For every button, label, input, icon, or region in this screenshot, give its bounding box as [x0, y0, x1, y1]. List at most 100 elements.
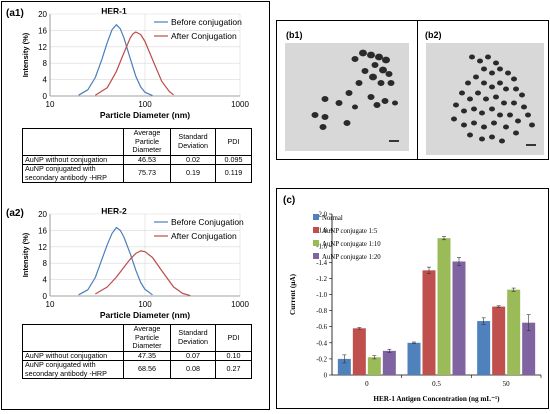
nanoparticle — [515, 118, 521, 124]
table-header-row: Average Particle Diameter Standard Devia… — [22, 128, 252, 156]
nanoparticle — [351, 56, 359, 62]
y-axis-label: Intensity (%) — [21, 232, 30, 277]
nanoparticle — [481, 124, 487, 130]
table-header-cell: Average Particle Diameter — [123, 324, 171, 352]
tem-image-b1-frame: (b1) — [277, 21, 417, 159]
panel-label: (c) — [283, 195, 295, 206]
nanoparticle — [392, 100, 398, 106]
nanoparticle — [371, 62, 379, 68]
table-cell: AuNP conjugated with secondary antibody … — [22, 360, 124, 379]
nanoparticle — [525, 112, 531, 118]
nanoparticle — [321, 114, 329, 120]
legend-label: AuNP conjugate 1:10 — [322, 241, 381, 248]
nanoparticle — [503, 86, 509, 92]
nanoparticle — [471, 120, 477, 126]
x-tick-label: 0.5 — [432, 380, 441, 388]
panel-c: (c) 0 -0.2 -0.4 -0.6 -0.8 -1.0 -1.2 -1.4 -1.6 -1.8… — [276, 188, 549, 409]
nanoparticle — [382, 56, 390, 64]
table-cell: 0.19 — [170, 164, 216, 183]
nanoparticle — [379, 66, 387, 74]
y-axis-label: Intensity (%) — [21, 32, 30, 77]
legend-label: Before Conjugation — [171, 217, 244, 227]
table-cell: 0.27 — [215, 360, 252, 379]
table-header-row: Average Particle Diameter Standard Devia… — [22, 324, 252, 352]
y-tick-label: 4 — [43, 76, 48, 85]
series-line — [94, 31, 174, 96]
nanoparticle — [485, 54, 491, 60]
y-tick-label: -2.0 — [316, 212, 327, 219]
nanoparticle — [359, 49, 367, 57]
chart-title: HER-1 — [101, 6, 127, 16]
tem-image-b2-frame: (b2) — [418, 21, 548, 159]
bar — [437, 238, 451, 375]
chart-title: HER-2 — [101, 206, 127, 216]
nanoparticle — [503, 124, 509, 130]
nanoparticle — [451, 116, 457, 122]
nanoparticle — [461, 122, 467, 128]
nanoparticle — [479, 136, 485, 142]
y-tick-label: -0.8 — [316, 308, 327, 315]
properties-table-her2: Average Particle Diameter Standard Devia… — [22, 324, 252, 379]
y-tick-label: 4 — [43, 276, 48, 285]
table-cell: 68.56 — [123, 360, 171, 379]
properties-table-her1: Average Particle Diameter Standard Devia… — [22, 128, 252, 183]
nanoparticle — [497, 66, 503, 72]
nanoparticle — [489, 134, 495, 140]
y-tick-label: -1.4 — [316, 260, 327, 267]
nanoparticle — [361, 68, 369, 74]
y-tick-label: -1.6 — [316, 244, 327, 251]
legend-swatch — [313, 253, 319, 259]
table-cell: 0.02 — [170, 154, 216, 165]
nanoparticle — [345, 90, 353, 96]
nanoparticle — [497, 112, 503, 118]
nanoparticle — [319, 124, 327, 130]
y-tick-label: 16 — [38, 226, 47, 235]
bar — [367, 357, 381, 375]
dls-chart-her2: (a2) HER-2 0 4 8 12 16 20 10 100 1000 Particle Diam… — [6, 206, 249, 320]
y-tick-label: 8 — [43, 259, 48, 268]
nanoparticle — [471, 106, 477, 112]
nanoparticle — [375, 53, 383, 61]
table-header-cell: PDI — [215, 324, 252, 352]
tem-label-b1: (b1) — [286, 30, 303, 40]
table-cell: 0.119 — [215, 164, 252, 183]
nanoparticle — [501, 100, 507, 106]
tem-background — [285, 43, 409, 151]
nanoparticle — [477, 58, 483, 64]
y-tick-label: 20 — [38, 10, 47, 19]
x-tick-label: 100 — [138, 100, 152, 109]
nanoparticle — [489, 70, 495, 76]
legend-label: Before conjugation — [171, 17, 242, 27]
nanoparticle — [491, 120, 497, 126]
x-tick-label: 100 — [138, 300, 152, 309]
legend-label: Normal — [322, 215, 343, 222]
nanoparticle — [489, 84, 495, 90]
y-tick-label: 8 — [43, 59, 48, 68]
nanoparticle — [521, 104, 527, 110]
table-header-cell: Standard Deviation — [170, 324, 216, 352]
nanoparticle — [335, 100, 343, 106]
y-tick-label: 16 — [38, 26, 47, 35]
nanoparticle — [321, 96, 329, 102]
x-axis-label: HER-1 Antigen Concentration (ng mL⁻¹) — [373, 395, 500, 403]
legend-label: AuNP conjugate 1:5 — [322, 228, 378, 235]
nanoparticle — [511, 76, 517, 82]
nanoparticle — [505, 70, 511, 76]
y-tick-label: -1.0 — [316, 292, 327, 299]
nanoparticle — [511, 100, 517, 106]
nanoparticle — [493, 94, 499, 100]
tem-image-b2 — [426, 43, 544, 155]
bar — [407, 342, 421, 375]
nanoparticle — [529, 122, 535, 128]
table-cell: 0.095 — [215, 154, 252, 165]
nanoparticle — [453, 102, 459, 108]
table-row: AuNP conjugated with secondary antibody … — [22, 360, 252, 379]
nanoparticle — [481, 66, 487, 72]
bar — [422, 270, 436, 375]
nanoparticle — [385, 71, 393, 77]
nanoparticle — [377, 80, 385, 86]
table-cell: 46.53 — [123, 154, 171, 165]
x-axis-label: Particle Diameter (nm) — [100, 310, 190, 320]
nanoparticle — [367, 94, 375, 100]
nanoparticle — [493, 60, 499, 66]
